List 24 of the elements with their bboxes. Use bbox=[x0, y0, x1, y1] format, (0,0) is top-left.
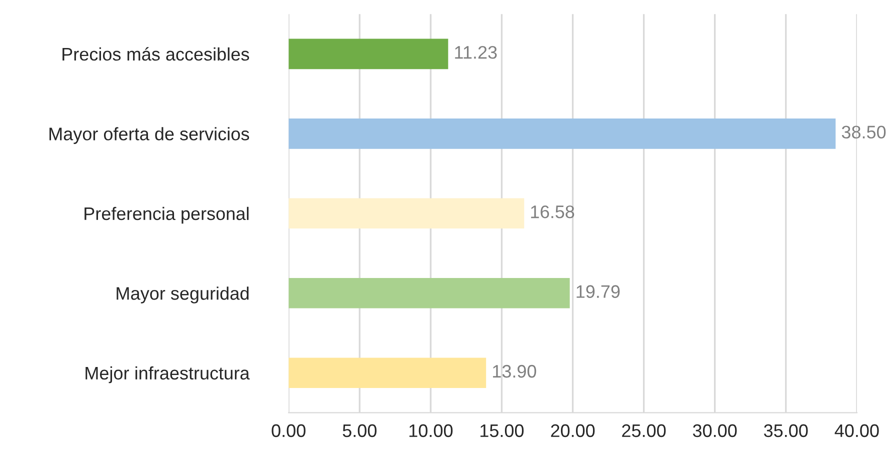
x-tick-label: 15.00 bbox=[480, 424, 524, 438]
data-label: 16.58 bbox=[531, 205, 574, 218]
bar bbox=[288, 198, 524, 229]
data-label: 13.90 bbox=[493, 364, 536, 378]
data-label: 19.79 bbox=[576, 285, 620, 298]
x-tick-label: 10.00 bbox=[409, 424, 453, 438]
x-tick-label: 35.00 bbox=[764, 424, 808, 438]
x-tick-label: 30.00 bbox=[692, 424, 737, 438]
y-tick-label: Precios más accesibles bbox=[62, 47, 250, 61]
x-tick-label: 40.00 bbox=[834, 424, 879, 438]
x-tick-label: 0.00 bbox=[272, 424, 306, 438]
y-tick-label: Mayor seguridad bbox=[116, 286, 249, 304]
x-tick-label: 25.00 bbox=[622, 424, 666, 438]
y-tick-label: Mayor oferta de servicios bbox=[50, 127, 250, 144]
y-tick-label: Preferencia personal bbox=[84, 206, 249, 224]
bar bbox=[288, 118, 836, 149]
data-label: 11.23 bbox=[455, 46, 497, 59]
y-tick-label: Mejor infraestructura bbox=[86, 366, 250, 384]
bar bbox=[288, 278, 570, 308]
bar bbox=[288, 38, 448, 70]
data-label: 38.50 bbox=[842, 126, 886, 139]
x-tick-label: 5.00 bbox=[342, 424, 377, 438]
x-tick-label: 20.00 bbox=[551, 424, 595, 438]
bar bbox=[288, 358, 486, 388]
